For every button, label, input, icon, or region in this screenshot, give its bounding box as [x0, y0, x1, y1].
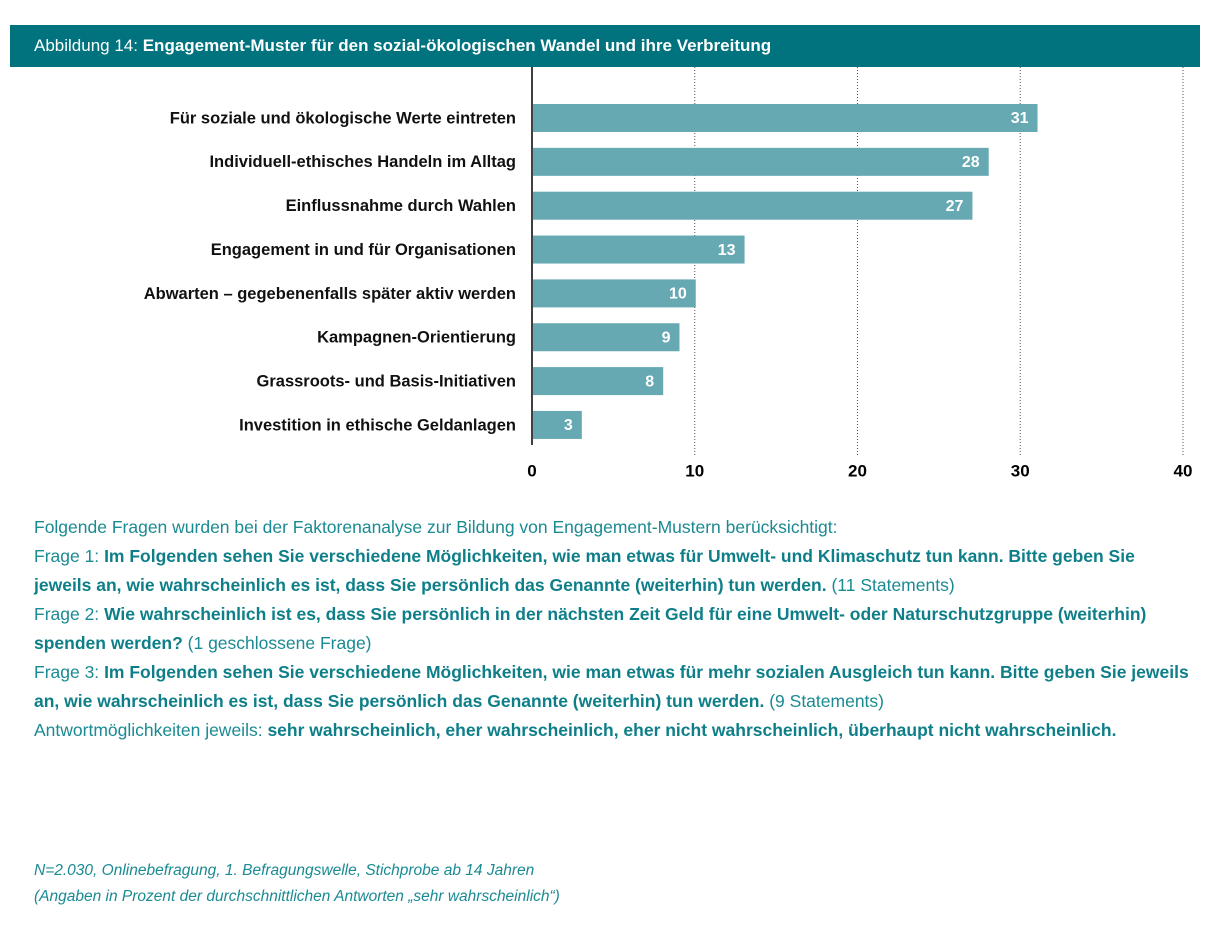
question-text: Im Folgenden sehen Sie verschiedene Mögl… — [34, 662, 1189, 711]
question-label: Frage 3: — [34, 662, 100, 682]
y-tick-label: Abwarten – gegebenenfalls später aktiv w… — [144, 285, 516, 303]
x-tick-label: 20 — [848, 461, 867, 480]
bar — [533, 323, 680, 352]
question-text: Wie wahrscheinlich ist es, dass Sie pers… — [34, 604, 1147, 653]
y-tick-label: Investition in ethische Geldanlagen — [239, 416, 516, 434]
y-tick-label: Für soziale und ökologische Werte eintre… — [170, 109, 516, 127]
notes: Folgende Fragen wurden bei der Faktorena… — [34, 513, 1194, 745]
bar — [533, 410, 582, 439]
value-label: 9 — [662, 329, 671, 346]
chart-title: Engagement-Muster für den sozial-ökologi… — [142, 36, 772, 55]
question: Frage 1: Im Folgenden sehen Sie verschie… — [34, 542, 1194, 600]
question-text: Im Folgenden sehen Sie verschiedene Mögl… — [34, 546, 1135, 595]
x-tick-label: 30 — [1011, 461, 1030, 480]
question-suffix: (11 Statements) — [831, 575, 955, 595]
x-tick-label: 40 — [1174, 461, 1193, 480]
bar — [533, 235, 745, 264]
header: Abbildung 14: Engagement-Muster für den … — [10, 25, 1200, 67]
question-suffix: (1 geschlossene Frage) — [187, 633, 372, 653]
bar — [533, 279, 696, 308]
answers-label: Antwortmöglichkeiten jeweils: — [34, 720, 263, 740]
question: Frage 2: Wie wahrscheinlich ist es, dass… — [34, 600, 1194, 658]
notes-intro: Folgende Fragen wurden bei der Faktorena… — [34, 517, 838, 537]
value-label: 8 — [645, 373, 654, 390]
bar — [533, 191, 973, 220]
y-tick-label: Kampagnen-Orientierung — [317, 329, 516, 347]
question-label: Frage 1: — [34, 546, 100, 566]
value-label: 10 — [669, 286, 687, 303]
value-label: 13 — [718, 242, 736, 259]
footnote-line: N=2.030, Onlinebefragung, 1. Befragungsw… — [34, 862, 535, 879]
question-label: Frage 2: — [34, 604, 100, 624]
bar — [533, 147, 989, 176]
value-label: 28 — [962, 154, 980, 171]
chart: 0 10 20 30 40 Für soziale und ökologische Wer… — [144, 67, 1193, 480]
value-label: 27 — [946, 198, 964, 215]
answers-text: sehr wahrscheinlich, eher wahrscheinlich… — [267, 720, 1117, 740]
question: Frage 3: Im Folgenden sehen Sie verschie… — [34, 658, 1194, 716]
y-tick-label: Engagement in und für Organisationen — [211, 241, 516, 259]
x-tick-label: 10 — [685, 461, 704, 480]
y-tick-label: Grassroots- und Basis-Initiativen — [257, 372, 516, 390]
bar — [533, 367, 664, 396]
x-tick-label: 0 — [527, 461, 536, 480]
value-label: 3 — [564, 417, 573, 434]
footnote: N=2.030, Onlinebefragung, 1. Befragungsw… — [34, 858, 560, 910]
footnote-line: (Angaben in Prozent der durchschnittlich… — [34, 888, 560, 905]
answers: Antwortmöglichkeiten jeweils: sehr wahrs… — [34, 716, 1194, 745]
y-tick-label: Individuell-ethisches Handeln im Alltag — [209, 153, 516, 171]
bar — [533, 104, 1038, 132]
value-label: 31 — [1011, 110, 1029, 127]
y-tick-label: Einflussnahme durch Wahlen — [286, 197, 516, 215]
figure-label: Abbildung 14: — [34, 36, 138, 55]
question-suffix: (9 Statements) — [769, 691, 884, 711]
